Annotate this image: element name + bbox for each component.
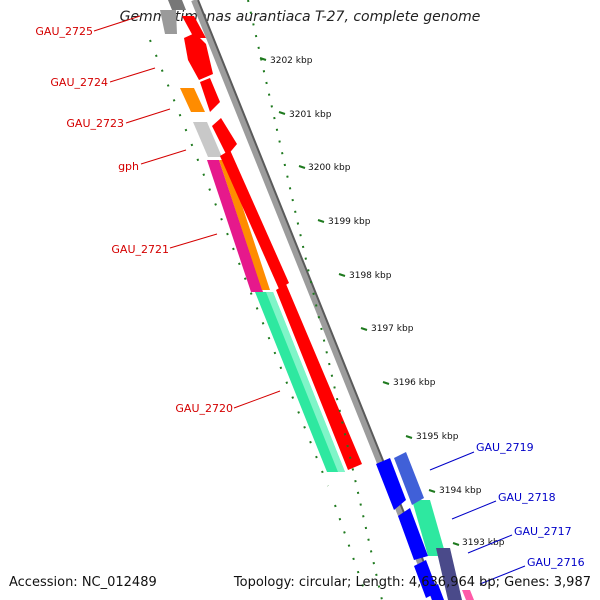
gene-label-gau-2717: GAU_2717 (514, 525, 572, 538)
leader-line (451, 500, 497, 520)
tick-label-3196: 3196 kbp (393, 378, 436, 388)
leader-line (125, 108, 171, 124)
feature-segment-pink (462, 590, 474, 600)
leader-line (109, 67, 156, 83)
feature-segment-green-lower (412, 500, 446, 556)
tick-ring-inner (149, 39, 329, 487)
gene-arrow-gau-2720 (276, 284, 362, 470)
tick-label-3194: 3194 kbp (439, 486, 482, 496)
feature-segment-grey (193, 122, 222, 157)
leader-line (169, 233, 218, 249)
feature-segment-grey-top (160, 10, 177, 34)
tick-label-3200: 3200 kbp (308, 163, 351, 173)
tick-mark (298, 165, 306, 169)
tick-rings (149, 0, 383, 600)
tick-label-3193: 3193 kbp (462, 538, 505, 548)
tick-mark (259, 57, 267, 61)
gene-label-gau-2720: GAU_2720 (175, 402, 233, 415)
tick-label-3197: 3197 kbp (371, 324, 414, 334)
accession-text: Accession: NC_012489 (9, 575, 157, 590)
forward-gene-labels: GAU_2725 GAU_2724 GAU_2723 gph GAU_2721 … (35, 15, 281, 415)
feature-segment-orange-1 (180, 88, 205, 112)
leader-line (93, 15, 141, 32)
gene-arrow-top-grey (168, 0, 186, 10)
feature-segment-navy (436, 548, 462, 600)
tick-mark (452, 542, 460, 546)
gene-label-gau-2719: GAU_2719 (476, 441, 534, 454)
tick-label-3198: 3198 kbp (349, 271, 392, 281)
reverse-strand-genes (376, 452, 444, 600)
tick-label-3195: 3195 kbp (416, 432, 459, 442)
genome-backbone (191, 0, 440, 600)
kbp-ticks: 3202 kbp 3201 kbp 3200 kbp 3199 kbp 3198… (259, 56, 505, 548)
tick-mark (360, 327, 368, 331)
gene-arrow-gau-2725 (182, 16, 206, 38)
tick-ring-inner-lower (334, 504, 367, 596)
topology-text: Topology: circular; Length: 4,636,964 bp… (233, 575, 591, 590)
tick-mark (428, 489, 436, 493)
tick-mark (382, 381, 390, 385)
leader-line (467, 534, 513, 554)
gene-label-gau-2725: GAU_2725 (35, 25, 93, 38)
gene-label-gau-2723: GAU_2723 (66, 117, 124, 130)
gene-label-gau-2718: GAU_2718 (498, 491, 556, 504)
gene-arrow-gau-2724 (184, 33, 213, 80)
tick-label-3199: 3199 kbp (328, 217, 371, 227)
reverse-gene-labels: GAU_2719 GAU_2718 GAU_2717 GAU_2716 (429, 441, 585, 585)
gene-arrow-gau-2716 (428, 584, 444, 600)
feature-segment-teal-highlight (266, 292, 345, 472)
tick-label-3201: 3201 kbp (289, 110, 332, 120)
tick-mark (317, 219, 325, 223)
tick-mark (405, 435, 413, 439)
leader-line (233, 390, 281, 409)
gene-label-gau-2724: GAU_2724 (50, 76, 108, 89)
gene-arrow-gau-2719-right (394, 452, 424, 505)
gene-arrow-gau-2723 (200, 78, 220, 112)
gene-arrow-gau-2719-left (376, 458, 406, 510)
map-title: Gemmatimonas aurantiaca T-27, complete g… (119, 9, 481, 25)
gene-label-gau-2721: GAU_2721 (111, 243, 169, 256)
feature-ring (160, 10, 474, 600)
gene-arrow-gau-2721 (220, 150, 289, 289)
leader-line (429, 451, 475, 471)
feature-segment-magenta (207, 160, 263, 292)
gene-label-gau-2716: GAU_2716 (527, 556, 585, 569)
tick-label-3202: 3202 kbp (270, 56, 313, 66)
feature-segment-orange-2 (219, 160, 270, 290)
leader-line (479, 565, 526, 585)
tick-mark (278, 111, 286, 115)
gene-label-gph: gph (118, 160, 139, 173)
leader-line (140, 149, 187, 165)
gene-arrow-gph (212, 118, 237, 156)
tick-mark (338, 273, 346, 277)
gene-arrow-gau-2718 (398, 508, 428, 560)
forward-strand-genes (168, 0, 362, 470)
